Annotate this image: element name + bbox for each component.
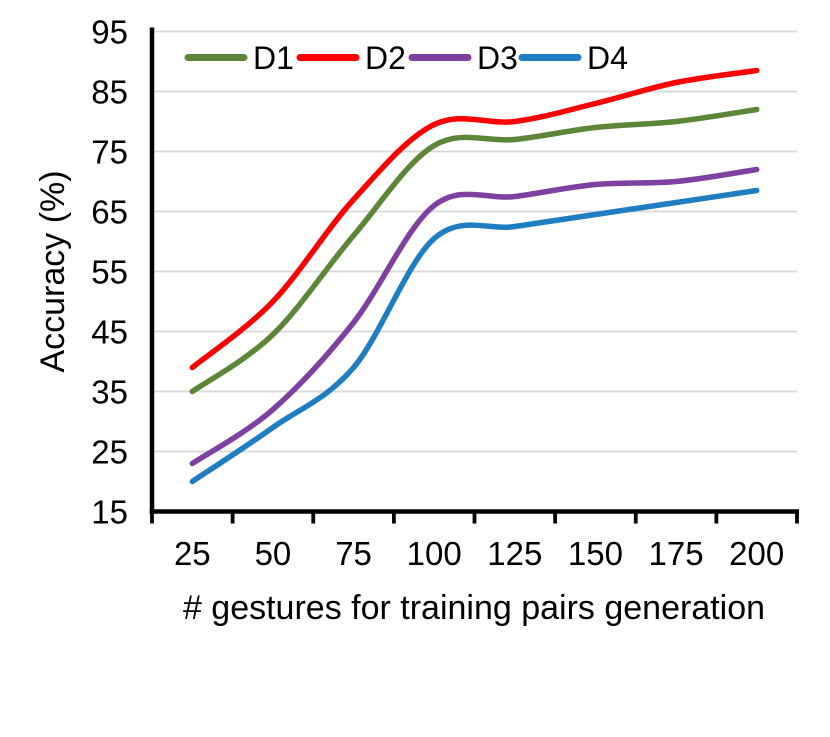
y-tick-label: 75 xyxy=(91,134,128,171)
x-tick-label: 125 xyxy=(487,535,542,572)
legend-label-D4: D4 xyxy=(587,40,628,76)
y-tick-label: 15 xyxy=(91,494,128,531)
x-tick-label: 175 xyxy=(649,535,704,572)
gridlines xyxy=(152,30,797,453)
legend-label-D3: D3 xyxy=(477,40,518,76)
x-tick-label: 200 xyxy=(729,535,784,572)
y-tick-label: 65 xyxy=(91,194,128,231)
x-tick-label: 150 xyxy=(568,535,623,572)
y-tick-labels: 15 25 35 45 55 65 75 85 95 xyxy=(91,14,128,531)
legend-label-D1: D1 xyxy=(253,40,294,76)
y-tick-label: 55 xyxy=(91,254,128,291)
series-line-D1 xyxy=(189,106,760,395)
y-tick-label: 85 xyxy=(91,74,128,111)
y-tick-label: 45 xyxy=(91,314,128,351)
series-lines xyxy=(189,67,760,485)
series-line-D2 xyxy=(189,67,760,371)
series-line-D3 xyxy=(189,166,760,467)
y-tick-label: 25 xyxy=(91,434,128,471)
x-tick-label: 50 xyxy=(255,535,292,572)
y-axis-title: Accuracy (%) xyxy=(34,170,72,372)
axes xyxy=(149,27,799,524)
x-tick-label: 75 xyxy=(335,535,372,572)
x-tick-label: 25 xyxy=(174,535,211,572)
series-line-D4 xyxy=(189,187,760,485)
legend-label-D2: D2 xyxy=(365,40,406,76)
x-tick-label: 100 xyxy=(407,535,462,572)
y-tick-label: 95 xyxy=(91,14,128,51)
chart-legend: D1 D2 D3 D4 xyxy=(184,40,628,76)
y-tick-label: 35 xyxy=(91,374,128,411)
x-axis-title: # gestures for training pairs generation xyxy=(183,589,765,627)
x-tick-labels: 25 50 75 100 125 150 175 200 xyxy=(174,535,784,572)
